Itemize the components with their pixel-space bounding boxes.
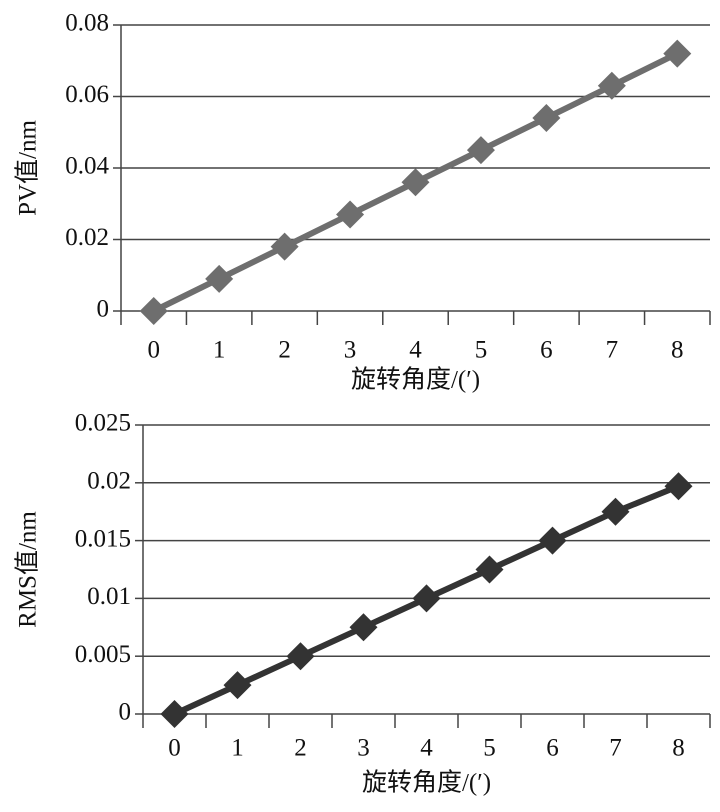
x-tick-label: 4 — [420, 735, 433, 762]
marker — [336, 200, 365, 229]
y-tick-label: 0 — [119, 699, 132, 726]
y-tick-label: 0.015 — [75, 525, 131, 552]
marker — [270, 232, 299, 261]
y-tick-label: 0.04 — [65, 153, 109, 180]
marker — [538, 526, 567, 555]
x-tick-label: 3 — [344, 337, 357, 364]
y-tick-label: 0.01 — [87, 583, 131, 610]
marker — [139, 297, 168, 325]
marker — [475, 555, 504, 584]
x-axis-label: 旋转角度/(′) — [362, 769, 491, 797]
marker — [401, 168, 430, 197]
x-tick-label: 6 — [540, 337, 553, 364]
y-tick-label: 0.025 — [75, 410, 131, 437]
x-tick-label: 0 — [147, 337, 160, 364]
marker — [466, 136, 495, 165]
x-tick-label: 1 — [231, 735, 244, 762]
x-tick-label: 7 — [606, 337, 619, 364]
marker — [601, 497, 630, 526]
x-tick-label: 1 — [213, 337, 226, 364]
y-tick-label: 0.06 — [65, 81, 109, 108]
y-tick-label: 0.08 — [65, 10, 109, 37]
x-tick-label: 6 — [546, 735, 559, 762]
x-tick-label: 8 — [671, 337, 684, 364]
x-tick-label: 3 — [357, 735, 370, 762]
x-tick-label: 4 — [409, 337, 422, 364]
y-axis-label: PV值/nm — [14, 120, 42, 216]
x-tick-label: 2 — [278, 337, 291, 364]
marker — [412, 584, 441, 613]
marker — [664, 472, 693, 501]
marker — [597, 71, 626, 100]
x-axis-label: 旋转角度/(′) — [351, 366, 480, 394]
marker — [663, 39, 692, 68]
y-tick-label: 0.005 — [75, 641, 131, 668]
x-tick-label: 5 — [475, 337, 488, 364]
marker — [205, 264, 234, 293]
marker — [349, 613, 378, 642]
y-tick-label: 0.02 — [65, 224, 109, 251]
x-tick-label: 2 — [294, 735, 307, 762]
marker — [160, 700, 189, 728]
marker — [286, 642, 315, 671]
x-tick-label: 0 — [168, 735, 181, 762]
y-tick-label: 0 — [97, 296, 110, 323]
y-axis-label: RMS值/nm — [14, 511, 42, 628]
y-tick-label: 0.02 — [87, 468, 131, 495]
marker — [532, 103, 561, 132]
x-tick-label: 5 — [483, 735, 496, 762]
marker — [223, 671, 252, 700]
x-tick-label: 7 — [609, 735, 622, 762]
x-tick-label: 8 — [672, 735, 685, 762]
